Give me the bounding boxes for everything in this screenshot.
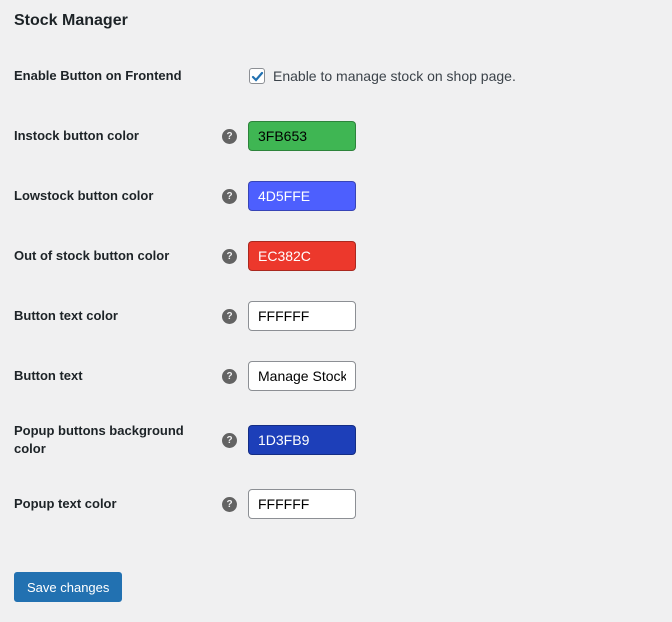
setting-row-instock-color: Instock button color ? [14, 106, 658, 166]
enable-frontend-checkbox[interactable] [249, 68, 265, 84]
checkmark-icon [251, 71, 263, 82]
setting-label: Popup text color [14, 495, 117, 511]
setting-row-enable-frontend: Enable Button on Frontend Enable to mana… [14, 46, 658, 106]
setting-row-popup-bg-color: Popup buttons background color ? [14, 406, 658, 474]
outofstock-color-input[interactable] [248, 241, 356, 271]
setting-row-outofstock-color: Out of stock button color ? [14, 226, 658, 286]
button-text-input[interactable] [248, 361, 356, 391]
help-icon[interactable]: ? [222, 128, 237, 144]
help-icon[interactable]: ? [222, 368, 237, 384]
settings-page: Stock Manager Enable Button on Frontend … [14, 12, 658, 602]
save-button[interactable]: Save changes [14, 572, 123, 602]
help-icon[interactable]: ? [222, 308, 237, 324]
popup-text-color-input[interactable] [248, 489, 356, 519]
help-icon[interactable]: ? [222, 248, 237, 264]
help-icon[interactable]: ? [222, 432, 237, 448]
setting-row-popup-text-color: Popup text color ? [14, 474, 658, 534]
setting-label: Button text color [14, 307, 118, 323]
checkbox-description: Enable to manage stock on shop page. [273, 68, 516, 84]
setting-row-button-text: Button text ? [14, 346, 658, 406]
setting-label: Out of stock button color [14, 247, 170, 263]
instock-color-input[interactable] [248, 121, 356, 151]
setting-row-button-text-color: Button text color ? [14, 286, 658, 346]
setting-label: Enable Button on Frontend [14, 67, 182, 83]
button-text-color-input[interactable] [248, 301, 356, 331]
setting-label: Lowstock button color [14, 187, 154, 203]
setting-label: Button text [14, 367, 83, 383]
page-title: Stock Manager [14, 12, 128, 29]
help-icon[interactable]: ? [222, 188, 237, 204]
setting-label: Instock button color [14, 127, 139, 143]
popup-bg-color-input[interactable] [248, 425, 356, 455]
setting-row-lowstock-color: Lowstock button color ? [14, 166, 658, 226]
help-icon[interactable]: ? [222, 496, 237, 512]
setting-label: Popup buttons background color [14, 422, 184, 456]
lowstock-color-input[interactable] [248, 181, 356, 211]
